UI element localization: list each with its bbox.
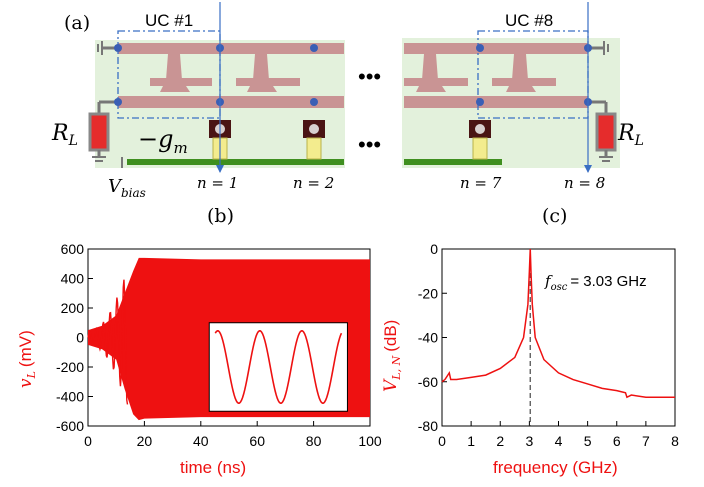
chart-c-ytick-label: 0 (430, 241, 438, 257)
chart-c-ylabel: VL, N(dB) (381, 320, 403, 392)
chart-c-xtick-label: 8 (671, 433, 679, 449)
panel-b-label: (b) (207, 205, 234, 227)
chart-c-ytick-label: -40 (418, 330, 438, 346)
chart-b-ytick-label: 200 (61, 300, 85, 316)
chart-c-xtick-label: 4 (555, 433, 563, 449)
chart-c-annotation: fosc = 3.03 GHz (544, 272, 647, 293)
chart-c-xtick-label: 3 (525, 433, 533, 449)
chart-c-xtick-label: 2 (496, 433, 504, 449)
node-n1-label: n = 1 (197, 174, 238, 192)
panel-a: (a) (51, 2, 644, 200)
chart-b: 0 20 40 60 80 100 600 400 200 0 -200 -400 -600 time … (16, 241, 382, 477)
vbias-label: Vbias (108, 176, 146, 200)
load-resistor-left-label: RL (51, 121, 78, 149)
chart-c-ytick-label: -80 (418, 418, 438, 434)
chart-c-xtick-label: 5 (584, 433, 592, 449)
panel-a-label: (a) (64, 12, 90, 34)
gm-label: −gm (138, 125, 188, 157)
unit-cell-8-label: UC #8 (505, 11, 553, 30)
node-n7-label: n = 7 (460, 174, 502, 192)
ellipsis-top: ••• (358, 64, 381, 89)
load-resistor-right-label: RL (617, 121, 644, 149)
node-n8-label: n = 8 (564, 174, 605, 192)
chart-c-xtick-label: 6 (613, 433, 621, 449)
chart-b-ytick-label: -400 (56, 389, 84, 405)
chart-b-inset-trace (214, 329, 343, 405)
chart-c-xlabel: frequency (GHz) (493, 458, 618, 477)
chart-c-xtick-label: 1 (467, 433, 475, 449)
ellipsis-bottom: ••• (358, 132, 381, 157)
chart-b-xtick-label: 0 (84, 433, 92, 449)
panel-c-label: (c) (542, 205, 567, 227)
chart-b-xlabel: time (ns) (180, 458, 246, 477)
chart-b-xtick-label: 60 (249, 433, 265, 449)
chart-c: 0 1 2 3 4 5 6 7 8 0 -20 -40 -60 -80 fosc = 3.03 GHz fr… (381, 241, 679, 477)
chart-c-xtick-label: 7 (642, 433, 650, 449)
chart-b-xtick-label: 20 (137, 433, 153, 449)
node-n2-label: n = 2 (293, 174, 334, 192)
chart-b-inset (208, 322, 348, 412)
chart-b-xtick-label: 100 (358, 433, 382, 449)
chart-c-ytick-label: -20 (418, 285, 438, 301)
chart-b-ytick-label: 400 (61, 271, 85, 287)
board-right (402, 38, 620, 168)
chart-b-ytick-label: 600 (61, 241, 85, 257)
chart-b-xtick-label: 40 (193, 433, 209, 449)
chart-b-ytick-label: -600 (56, 418, 84, 434)
chart-c-xtick-label: 0 (438, 433, 446, 449)
chart-b-ytick-label: -200 (56, 359, 84, 375)
unit-cell-1-label: UC #1 (145, 11, 193, 30)
chart-b-xtick-label: 80 (306, 433, 322, 449)
chart-c-ytick-label: -60 (418, 374, 438, 390)
chart-b-ylabel: vL(mV) (16, 330, 38, 388)
chart-b-early-trace (87, 279, 129, 405)
chart-c-spectrum-line (441, 248, 675, 399)
chart-b-ytick-label: 0 (76, 330, 84, 346)
